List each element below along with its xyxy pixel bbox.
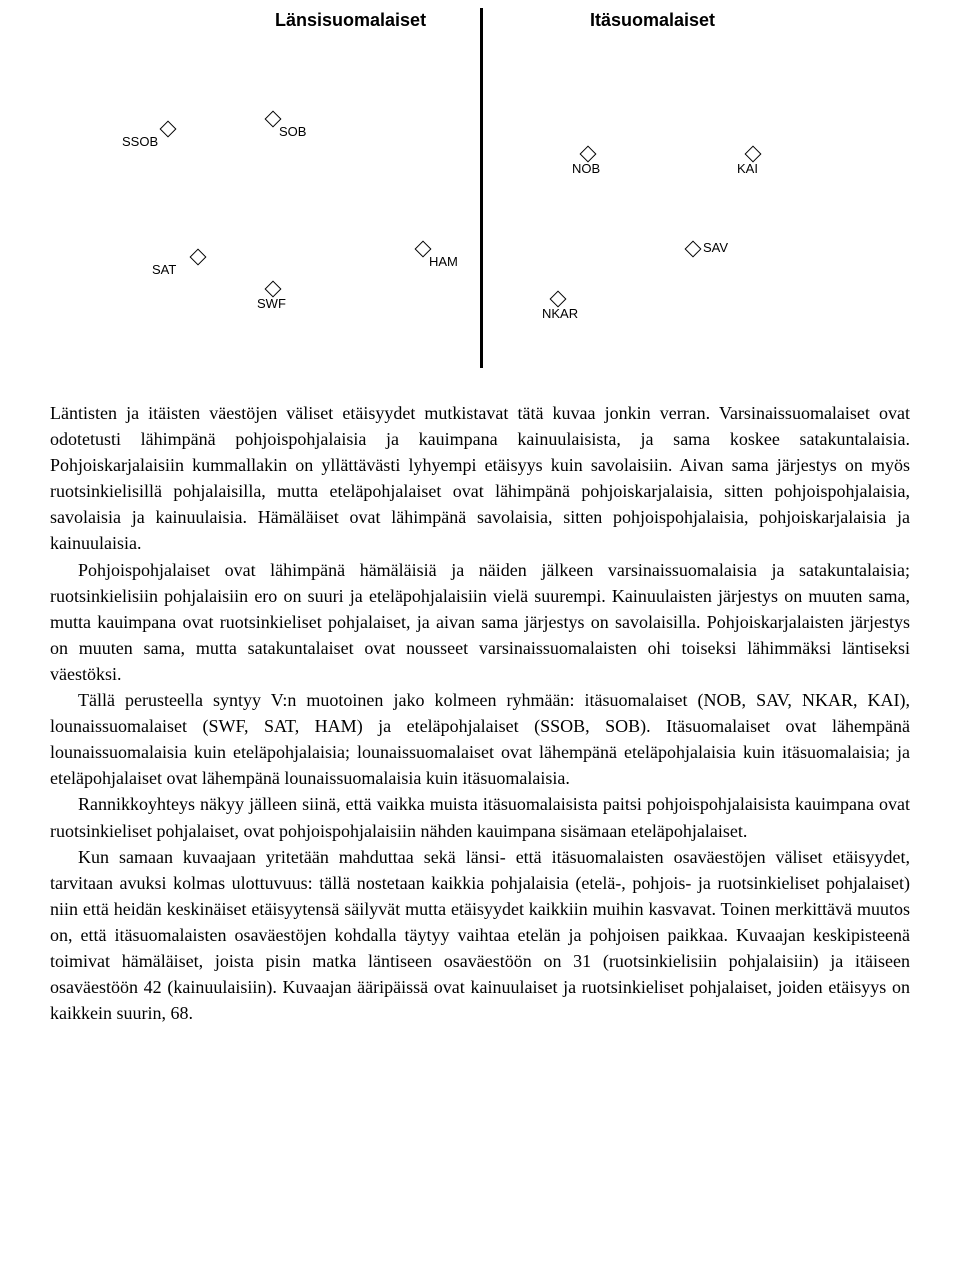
- paragraph-1: Läntisten ja itäisten väestöjen väliset …: [50, 400, 910, 557]
- marker-sat: SAT: [190, 248, 206, 263]
- marker-label-kai: KAI: [737, 161, 758, 176]
- diamond-icon: [190, 248, 207, 265]
- scatter-chart: Länsisuomalaiset Itäsuomalaiset SSOB SOB N…: [50, 0, 910, 380]
- marker-sob: SOB: [265, 110, 281, 125]
- marker-nob: NOB: [580, 145, 596, 160]
- chart-divider: [480, 8, 483, 368]
- paragraph-4: Rannikkoyhteys näkyy jälleen siinä, että…: [50, 791, 910, 843]
- diamond-icon: [550, 290, 567, 307]
- marker-label-ssob: SSOB: [122, 134, 158, 149]
- diamond-icon: [580, 145, 597, 162]
- marker-label-sob: SOB: [279, 124, 306, 139]
- paragraph-3: Tällä perusteella syntyy V:n muotoinen j…: [50, 687, 910, 791]
- marker-swf: SWF: [265, 280, 281, 295]
- marker-ssob: SSOB: [160, 120, 176, 135]
- body-text: Läntisten ja itäisten väestöjen väliset …: [50, 400, 910, 1026]
- marker-label-swf: SWF: [257, 296, 286, 311]
- diamond-icon: [160, 120, 177, 137]
- paragraph-2: Pohjoispohjalaiset ovat lähimpänä hämälä…: [50, 557, 910, 687]
- marker-nkar: NKAR: [550, 290, 566, 305]
- diamond-icon: [745, 145, 762, 162]
- diamond-icon: [685, 240, 702, 257]
- marker-label-sav: SAV: [703, 240, 728, 255]
- marker-label-sat: SAT: [152, 262, 176, 277]
- marker-label-nkar: NKAR: [542, 306, 578, 321]
- diamond-icon: [265, 280, 282, 297]
- paragraph-5: Kun samaan kuvaajaan yritetään mahduttaa…: [50, 844, 910, 1027]
- chart-title-left: Länsisuomalaiset: [275, 10, 426, 31]
- marker-label-nob: NOB: [572, 161, 600, 176]
- marker-label-ham: HAM: [429, 254, 458, 269]
- chart-title-right: Itäsuomalaiset: [590, 10, 715, 31]
- marker-ham: HAM: [415, 240, 431, 255]
- marker-sav: SAV: [685, 240, 701, 255]
- marker-kai: KAI: [745, 145, 761, 160]
